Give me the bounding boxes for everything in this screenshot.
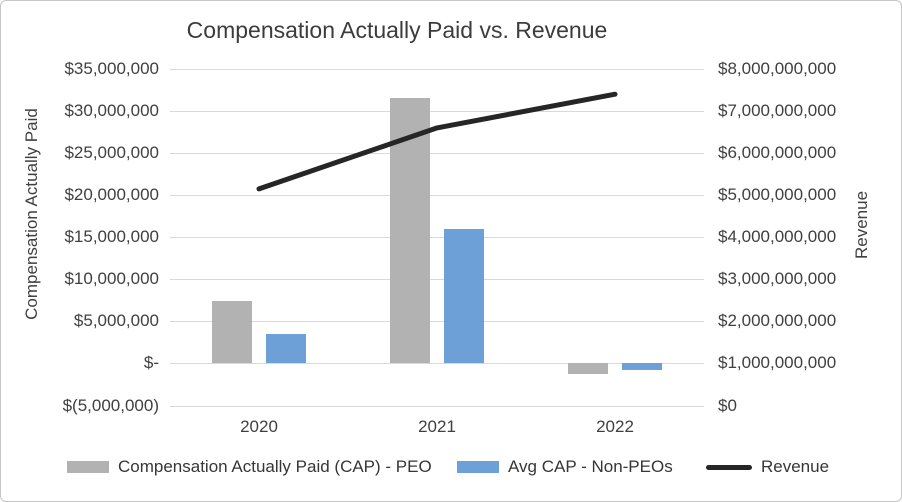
gridline xyxy=(170,279,704,281)
legend-label-cap-peo: Compensation Actually Paid (CAP) - PEO xyxy=(118,457,432,476)
gridline xyxy=(170,363,704,365)
right-tick-label: $3,000,000,000 xyxy=(718,269,837,289)
legend: Compensation Actually Paid (CAP) - PEO A… xyxy=(1,455,901,485)
category-label-2020: 2020 xyxy=(240,417,278,436)
gridline xyxy=(170,237,704,239)
category-label-2021: 2021 xyxy=(418,417,456,436)
bar-cap-peo-2020 xyxy=(212,301,252,364)
legend-swatch-avg-cap-non-peo xyxy=(457,461,499,473)
left-tick-label: $(5,000,000) xyxy=(62,395,159,415)
bar-cap-peo-2021 xyxy=(390,98,430,364)
legend-item-revenue: Revenue xyxy=(706,455,829,479)
left-tick-label: $10,000,000 xyxy=(64,269,159,289)
left-tick-label: $15,000,000 xyxy=(64,227,159,247)
legend-swatch-cap-peo xyxy=(67,461,109,473)
legend-item-cap-peo: Compensation Actually Paid (CAP) - PEO xyxy=(67,455,432,479)
bar-avg-cap-non-peo-2022 xyxy=(622,363,662,371)
gridline xyxy=(170,111,704,113)
left-tick-label: $25,000,000 xyxy=(64,143,159,163)
right-tick-label: $7,000,000,000 xyxy=(718,101,837,121)
category-label-2022: 2022 xyxy=(596,417,634,436)
legend-label-revenue: Revenue xyxy=(761,457,830,476)
gridline xyxy=(170,321,704,323)
right-tick-label: $6,000,000,000 xyxy=(718,143,837,163)
right-tick-label: $1,000,000,000 xyxy=(718,353,837,373)
legend-line-swatch-revenue xyxy=(706,464,752,470)
right-tick-label: $0 xyxy=(718,395,737,415)
right-tick-label: $8,000,000,000 xyxy=(718,59,837,78)
right-tick-label: $5,000,000,000 xyxy=(718,185,837,205)
right-tick-label: $2,000,000,000 xyxy=(718,311,837,331)
legend-label-avg-cap-non-peo: Avg CAP - Non-PEOs xyxy=(508,457,673,476)
left-tick-label: $30,000,000 xyxy=(64,101,159,121)
right-tick-label: $4,000,000,000 xyxy=(718,227,837,247)
left-tick-label: $20,000,000 xyxy=(64,185,159,205)
gridline xyxy=(170,195,704,197)
bar-avg-cap-non-peo-2021 xyxy=(444,228,484,364)
gridline xyxy=(170,405,704,407)
left-tick-label: $5,000,000 xyxy=(73,311,159,331)
legend-item-avg-cap-non-peo: Avg CAP - Non-PEOs xyxy=(457,455,673,479)
bar-cap-peo-2022 xyxy=(568,363,608,375)
left-tick-label: $- xyxy=(143,353,159,373)
gridline xyxy=(170,153,704,155)
right-axis-title: Revenue xyxy=(852,190,871,260)
left-tick-label: $35,000,000 xyxy=(64,59,159,78)
chart-title: Compensation Actually Paid vs. Revenue xyxy=(186,17,608,43)
revenue-line xyxy=(256,91,618,192)
bar-avg-cap-non-peo-2020 xyxy=(266,334,306,364)
gridline xyxy=(170,69,704,70)
